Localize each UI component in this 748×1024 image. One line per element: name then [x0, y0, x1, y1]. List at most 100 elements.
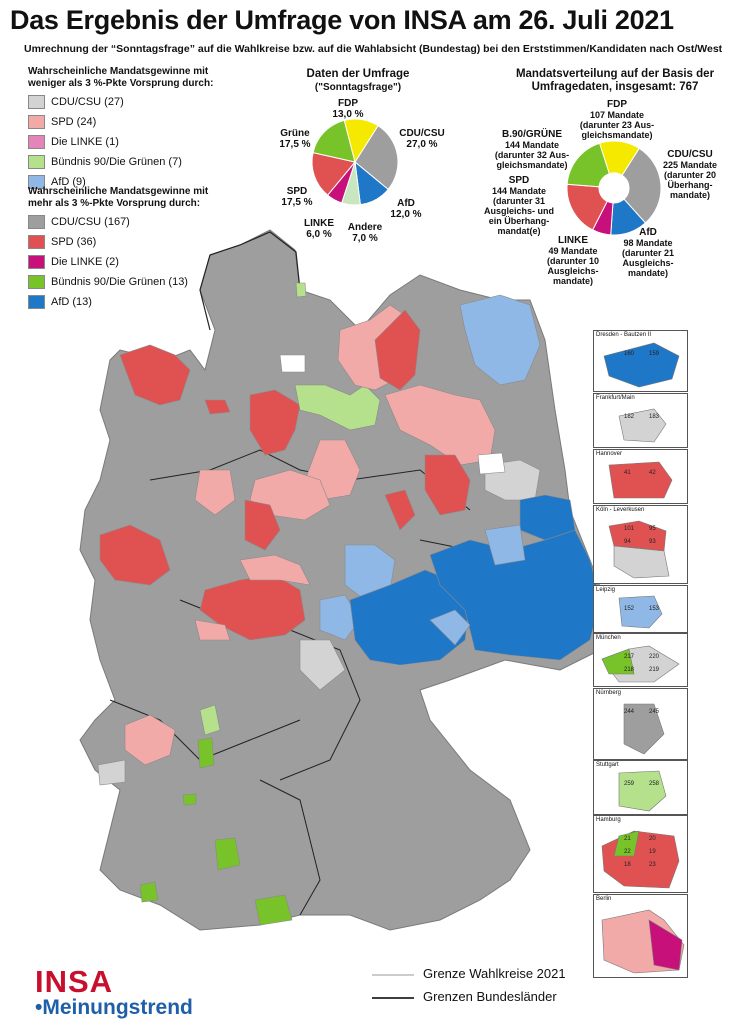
- inset-wahlkreis-number: 94: [624, 539, 631, 545]
- pie1-linke-name: LINKE: [304, 218, 334, 229]
- map-region-spd: [384, 489, 416, 531]
- pie1-gruene-name: Grüne: [280, 128, 310, 139]
- pie1-spd-value: 17,5 %: [281, 197, 313, 208]
- survey-pie-slice-spd: [311, 152, 356, 196]
- inset-region: [613, 830, 640, 857]
- map-region-spd: [99, 524, 171, 586]
- pie1-label-gruene: Grüne 17,5 %: [268, 128, 322, 150]
- meinungstrend-logo: •Meinungstrend: [35, 996, 193, 1019]
- inset-map-shape: 160 159: [603, 342, 680, 388]
- pie1-gruene-value: 17,5 %: [279, 139, 311, 150]
- inset-map-shape: [601, 909, 685, 974]
- legend-weak-label: Die LINKE (1): [51, 136, 119, 148]
- inset-wahlkreis-number: 18: [624, 862, 631, 868]
- inset-map: 182 183 Frankfurt/Main: [593, 393, 688, 448]
- map-region-spd-light: [194, 469, 236, 516]
- legend-strong-row: CDU/CSU (167): [28, 212, 228, 232]
- inset-map-shape: 182 183: [618, 408, 667, 443]
- inset-map: 160 159 Dresden - Bautzen II: [593, 330, 688, 392]
- inset-wahlkreis-number: 152: [624, 606, 635, 612]
- inset-map-shape: 21 20 22 19 18 23: [601, 830, 680, 889]
- legend-strong-heading: Wahrscheinliche Mandatsgewinne mit mehr …: [28, 186, 209, 209]
- legend-strong-label: Die LINKE (2): [51, 256, 119, 268]
- inset-wahlkreis-number: 21: [624, 836, 631, 842]
- pie1-cdu-value: 27,0 %: [406, 139, 438, 150]
- inset-region: [603, 342, 680, 388]
- legend-weak-swatch: [28, 155, 45, 169]
- legend-wahlkreise-label: Grenze Wahlkreise 2021: [423, 966, 566, 981]
- inset-map: 259 258 Stuttgart: [593, 760, 688, 815]
- map-region-gruene-light: [295, 282, 307, 298]
- survey-pie-slice-cducsu: [354, 125, 399, 191]
- pie1-linke-value: 6,0 %: [306, 229, 332, 240]
- legend-weak-swatch: [28, 175, 45, 189]
- map-region-gruene: [182, 793, 197, 806]
- map-constituency-regions: [97, 282, 601, 926]
- map-region-afd-light: [319, 594, 361, 641]
- map-region-spd: [424, 454, 471, 516]
- pie2-spd-name: SPD: [508, 175, 530, 186]
- legend-strong-swatch: [28, 215, 45, 229]
- legend-strong-swatch: [28, 255, 45, 269]
- legend-strong-row: SPD (36): [28, 232, 228, 252]
- map-region-white: [477, 452, 506, 475]
- map-region-afd-light: [459, 294, 541, 386]
- inset-wahlkreis-number: 153: [649, 606, 660, 612]
- map-region-white: [279, 354, 306, 373]
- legend-weak-row: AfD (9): [28, 172, 228, 192]
- map-region-spd: [374, 309, 421, 391]
- inset-name: Köln - Leverkusen: [596, 507, 645, 513]
- map-region-gruene-light: [199, 704, 221, 736]
- pie1-label-andere: Andere 7,0 %: [340, 222, 390, 244]
- inset-map: 244 245 Nürnberg: [593, 688, 688, 760]
- legend-strong: Wahrscheinliche Mandatsgewinne mit mehr …: [28, 186, 228, 312]
- legend-strong-swatch: [28, 235, 45, 249]
- pie2-gruene-name: B.90/GRÜNE: [501, 129, 562, 140]
- map-region-spd: [244, 499, 281, 551]
- legend-weak-swatch: [28, 95, 45, 109]
- inset-map-shape: 244 245: [623, 703, 665, 755]
- map-region-cdu-light: [97, 759, 126, 786]
- pie2-gruene-detail: 144 Mandate (darunter 32 Aus-gleichsmand…: [494, 140, 570, 170]
- inset-map: 21 20 22 19 18 23 Hamburg: [593, 815, 688, 893]
- inset-region: [613, 545, 670, 579]
- pie2-fdp-name: FDP: [607, 99, 627, 110]
- inset-map-shape: 101 95 94 93: [608, 520, 670, 579]
- pie1-fdp-name: FDP: [338, 98, 358, 109]
- legend-strong-row: Die LINKE (2): [28, 252, 228, 272]
- pie2-cdu-detail: 225 Mandate (darunter 20 Überhang-mandat…: [662, 160, 718, 200]
- inset-wahlkreis-number: 159: [649, 351, 660, 357]
- inset-wahlkreis-number: 101: [624, 526, 635, 532]
- inset-name: Berlin: [596, 896, 612, 902]
- inset-wahlkreis-number: 20: [649, 836, 656, 842]
- legend-weak-row: CDU/CSU (27): [28, 92, 228, 112]
- inset-name: Stuttgart: [596, 762, 619, 768]
- inset-wahlkreis-number: 258: [649, 781, 660, 787]
- inset-map: 101 95 94 93 Köln - Leverkusen: [593, 505, 688, 584]
- inset-name: Hannover: [596, 451, 623, 457]
- insa-logo: INSA: [35, 964, 114, 999]
- map-region-afd-light: [484, 524, 526, 566]
- map-region-spd-light: [384, 384, 496, 466]
- inset-wahlkreis-number: 259: [624, 781, 635, 787]
- inset-region: [618, 408, 667, 443]
- survey-pie-subtitle: ("Sonntagsfrage"): [314, 82, 402, 93]
- map-region-spd: [119, 344, 191, 406]
- pie1-andere-name: Andere: [347, 222, 383, 233]
- inset-region: [601, 648, 635, 675]
- inset-region: [608, 461, 673, 499]
- inset-name: Dresden - Bautzen II: [596, 332, 652, 338]
- legend-strong-label: CDU/CSU (167): [51, 216, 130, 228]
- legend-weak-swatch: [28, 135, 45, 149]
- inset-region: [618, 595, 663, 629]
- pie2-label-linke: LINKE 49 Mandate (darunter 10 Ausgleichs-…: [540, 236, 606, 287]
- seat-pie-slice-cducsu: [621, 147, 662, 224]
- pie1-label-linke: LINKE 6,0 %: [292, 218, 346, 240]
- pie2-spd-detail: 144 Mandate (darunter 31 Ausgleichs- und…: [484, 186, 555, 236]
- pie1-label-cdu: CDU/CSU 27,0 %: [392, 128, 452, 150]
- inset-map-shape: 152 153: [618, 595, 663, 629]
- pie2-afd-detail: 98 Mandate (darunter 21 Ausgleichs-manda…: [621, 238, 674, 278]
- pie1-andere-value: 7,0 %: [352, 233, 378, 244]
- inset-wahlkreis-number: 42: [649, 470, 656, 476]
- legend-strong-label: SPD (36): [51, 236, 97, 248]
